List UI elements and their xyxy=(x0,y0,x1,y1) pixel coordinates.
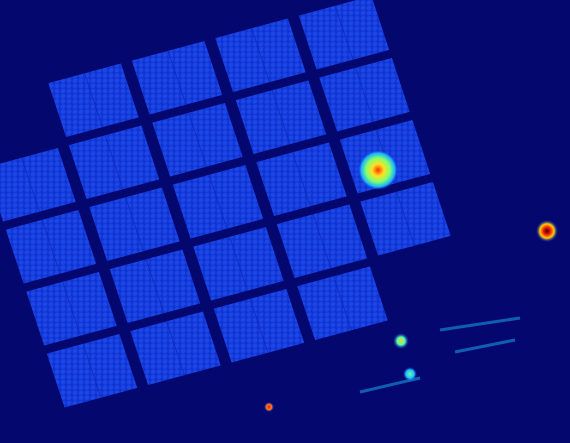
streak xyxy=(439,316,521,332)
module-seam xyxy=(312,214,332,269)
module-seam xyxy=(271,90,291,145)
streak xyxy=(454,338,516,354)
module-seam xyxy=(229,236,248,291)
module-seam xyxy=(251,28,270,83)
module-texture xyxy=(298,0,390,70)
hotspot-bright-source xyxy=(358,150,398,190)
module-seam xyxy=(333,276,352,331)
hotspot-layer xyxy=(264,150,558,412)
module-seam xyxy=(125,197,144,252)
streak xyxy=(359,376,421,394)
module-grid xyxy=(0,0,451,408)
module-seam xyxy=(167,50,187,105)
hotspot-bottom-source xyxy=(264,402,274,412)
module-seam xyxy=(292,152,311,207)
module-seam xyxy=(145,259,165,314)
hotspot-edge-source xyxy=(536,220,558,242)
module-seam xyxy=(41,219,61,274)
module-seam xyxy=(166,321,185,376)
module-texture xyxy=(0,148,76,222)
module-seam xyxy=(355,67,374,122)
hotspot-small-source-lower xyxy=(403,367,417,381)
module-seam xyxy=(104,135,124,190)
module-seam xyxy=(82,343,102,398)
module-seam xyxy=(188,112,207,167)
module-seam xyxy=(62,281,81,336)
module-seam xyxy=(84,73,103,128)
module-seam xyxy=(334,5,354,60)
module-seam xyxy=(21,157,40,212)
module-seam xyxy=(396,191,415,246)
module-seam xyxy=(208,174,228,229)
module-seam xyxy=(249,298,269,353)
hotspot-small-source-upper xyxy=(393,333,409,349)
